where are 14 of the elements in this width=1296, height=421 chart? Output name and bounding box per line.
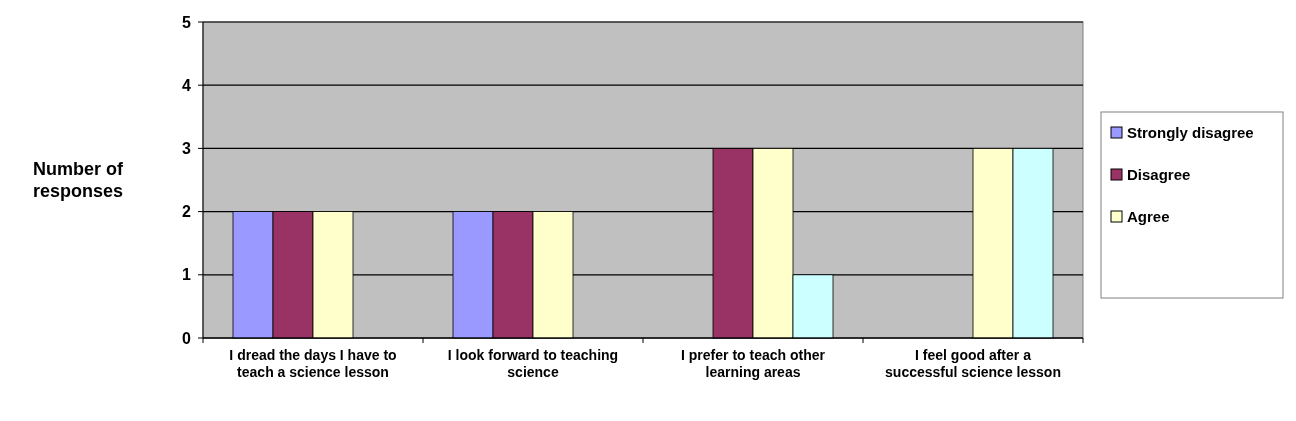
y-tick-label: 0 <box>182 329 192 347</box>
x-tick-label: I feel good after a successful science lesson <box>885 347 1061 380</box>
legend-label: Strongly disagree <box>1127 124 1254 142</box>
x-tick-label: I dread the days I have to teach a science lesson <box>229 347 397 380</box>
y-tick-label: 4 <box>182 76 192 94</box>
y-tick-label: 3 <box>182 140 192 157</box>
y-axis-title: Number of responses <box>32 159 125 202</box>
y-tick-label: 5 <box>182 13 192 31</box>
legend-label: Agree <box>1127 208 1170 226</box>
y-tick-label: 2 <box>182 203 192 221</box>
legend-label: Disagree <box>1127 166 1191 184</box>
x-tick-label: I look forward to teaching science <box>447 347 619 380</box>
x-tick-label: I prefer to teach other learning areas <box>681 347 826 380</box>
y-tick-label: 1 <box>182 266 192 284</box>
